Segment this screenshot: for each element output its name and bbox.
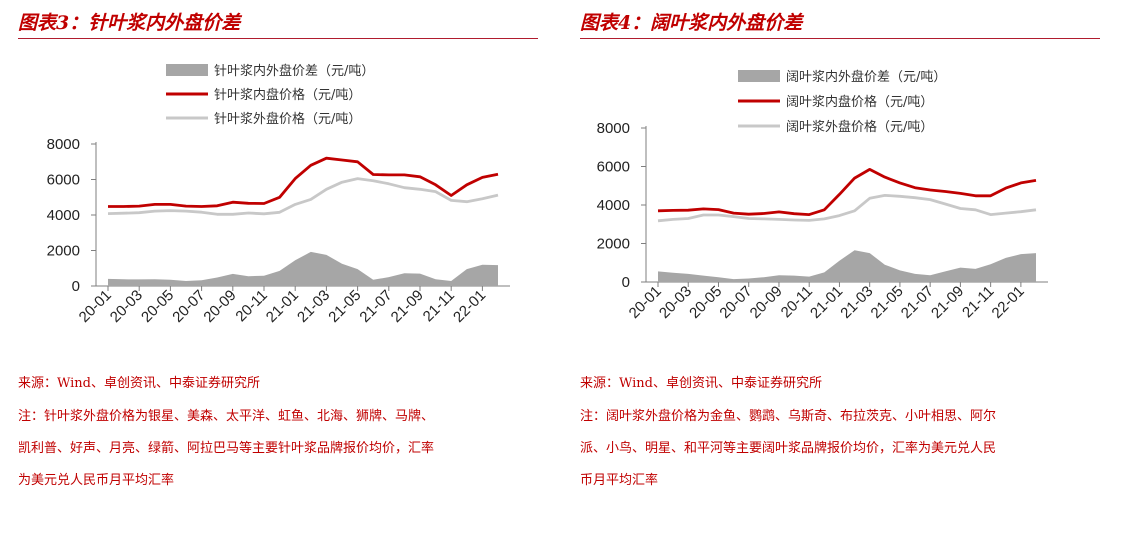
source-note: 来源：Wind、卓创资讯、中泰证券研究所 (580, 376, 822, 391)
x-tick-label: 21-01 (263, 287, 302, 326)
x-tick-label: 20-11 (778, 283, 816, 321)
legend-swatch (738, 70, 780, 82)
title-divider (580, 38, 1100, 39)
x-tick-label: 20-11 (232, 287, 270, 325)
y-tick-label: 4000 (47, 207, 80, 224)
footnote-line: 派、小鸟、明星、和平河等主要阔叶浆品牌报价均价，汇率为美元兑人民 (580, 441, 997, 456)
legend-label: 针叶浆外盘价格（元/吨） (214, 111, 361, 127)
series-line-foreign (657, 194, 1037, 223)
y-tick-label: 0 (72, 278, 80, 295)
series-area-spread (658, 250, 1036, 282)
y-tick-label: 8000 (597, 120, 630, 137)
x-tick-label: 20-05 (686, 283, 725, 322)
legend-swatch (166, 64, 208, 76)
x-tick-label: 22-01 (989, 283, 1028, 322)
series-line-foreign (107, 177, 499, 216)
x-tick-label: 21-09 (388, 287, 427, 326)
y-tick-label: 2000 (597, 236, 630, 253)
source-note: 来源：Wind、卓创资讯、中泰证券研究所 (18, 376, 260, 391)
footnote-line: 币月平均汇率 (580, 473, 659, 488)
x-tick-label: 21-11 (959, 283, 997, 321)
x-tick-label: 20-07 (716, 283, 755, 322)
x-tick-label: 22-01 (450, 287, 489, 326)
y-tick-label: 4000 (597, 197, 630, 214)
footnote-line: 注：阔叶浆外盘价格为金鱼、鹦鹉、乌斯奇、布拉茨克、小叶相思、阿尔 (580, 409, 997, 424)
chart-panel-right: 图表4：阔叶浆内外盘价差 阔叶浆内外盘价差（元/吨） 阔叶浆内盘价格（元/吨） 阔叶… (580, 0, 1110, 534)
x-tick-label: 20-05 (138, 287, 177, 326)
footnote-line: 注：针叶浆外盘价格为银星、美森、太平洋、虹鱼、北海、狮牌、马牌、 (18, 409, 435, 424)
series-line-domestic (657, 168, 1037, 216)
panel-title: 图表4：阔叶浆内外盘价差 (580, 12, 803, 34)
x-tick-label: 21-05 (325, 287, 364, 326)
chart-svg: 阔叶浆内外盘价差（元/吨）阔叶浆内盘价格（元/吨）阔叶浆外盘价格（元/吨）020… (597, 69, 1048, 322)
title-divider (18, 38, 538, 39)
y-tick-label: 6000 (597, 159, 630, 176)
legend-label: 阔叶浆内盘价格（元/吨） (786, 94, 933, 110)
x-tick-label: 21-11 (420, 287, 458, 325)
footnote-line: 凯利普、好声、月亮、绿箭、阿拉巴马等主要针叶浆品牌报价均价，汇率 (18, 441, 435, 456)
x-tick-label: 21-03 (294, 287, 333, 326)
chart-svg: 针叶浆内外盘价差（元/吨）针叶浆内盘价格（元/吨）针叶浆外盘价格（元/吨）020… (47, 63, 510, 326)
x-tick-label: 21-01 (807, 283, 846, 322)
panel-title: 图表3：针叶浆内外盘价差 (18, 12, 241, 34)
x-tick-label: 21-07 (356, 287, 395, 326)
x-tick-label: 20-01 (76, 287, 115, 326)
chart-panel-left: 图表3：针叶浆内外盘价差 针叶浆内外盘价差（元/吨） 针叶浆内盘价格（元/吨） 针叶… (18, 0, 548, 534)
legend-label: 阔叶浆内外盘价差（元/吨） (786, 69, 946, 85)
footnote-line: 为美元兑人民币月平均汇率 (18, 473, 175, 488)
legend-label: 针叶浆内外盘价差（元/吨） (214, 63, 374, 79)
x-tick-label: 20-07 (169, 287, 208, 326)
y-tick-label: 8000 (47, 136, 80, 153)
y-tick-label: 2000 (47, 243, 80, 260)
y-tick-label: 6000 (47, 172, 80, 189)
x-tick-label: 21-03 (837, 283, 876, 322)
legend-label: 针叶浆内盘价格（元/吨） (214, 87, 361, 103)
x-tick-label: 21-05 (868, 283, 907, 322)
x-tick-label: 21-09 (928, 283, 967, 322)
x-tick-label: 21-07 (898, 283, 937, 322)
x-tick-label: 20-03 (107, 287, 146, 326)
series-line-domestic (108, 156, 499, 208)
series-area-spread (108, 251, 498, 286)
x-tick-label: 20-01 (626, 283, 665, 322)
y-tick-label: 0 (622, 274, 630, 291)
x-tick-label: 20-03 (656, 283, 695, 322)
x-tick-label: 20-09 (747, 283, 786, 322)
x-tick-label: 20-09 (200, 287, 239, 326)
legend-label: 阔叶浆外盘价格（元/吨） (786, 119, 933, 135)
